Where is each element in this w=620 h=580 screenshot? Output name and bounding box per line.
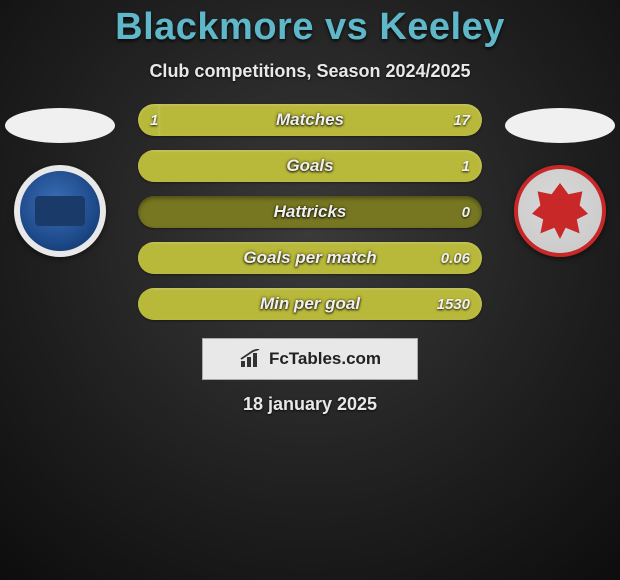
stat-bar: 117Matches	[138, 104, 482, 136]
dragon-icon	[532, 183, 588, 239]
bar-label: Goals per match	[138, 242, 482, 274]
left-club-badge	[14, 165, 106, 257]
comparison-panel: 117Matches 1Goals 0Hattricks 0.06Goals per …	[0, 104, 620, 320]
left-player-column	[0, 104, 120, 257]
bar-label: Hattricks	[138, 196, 482, 228]
brand-footer: FcTables.com	[202, 338, 418, 380]
stat-bar: 1530Min per goal	[138, 288, 482, 320]
bar-label: Min per goal	[138, 288, 482, 320]
brand-text: FcTables.com	[269, 349, 381, 369]
stat-bar: 0Hattricks	[138, 196, 482, 228]
subtitle: Club competitions, Season 2024/2025	[0, 61, 620, 82]
right-avatar-placeholder	[505, 108, 615, 143]
stat-bar: 1Goals	[138, 150, 482, 182]
left-avatar-placeholder	[5, 108, 115, 143]
right-player-column	[500, 104, 620, 257]
chart-icon	[239, 349, 263, 369]
shield-icon	[35, 196, 85, 226]
stat-bar: 0.06Goals per match	[138, 242, 482, 274]
bar-label: Matches	[138, 104, 482, 136]
date-text: 18 january 2025	[0, 394, 620, 415]
bar-label: Goals	[138, 150, 482, 182]
stat-bars: 117Matches 1Goals 0Hattricks 0.06Goals per …	[138, 104, 482, 320]
right-club-badge	[514, 165, 606, 257]
page-title: Blackmore vs Keeley	[0, 0, 620, 49]
